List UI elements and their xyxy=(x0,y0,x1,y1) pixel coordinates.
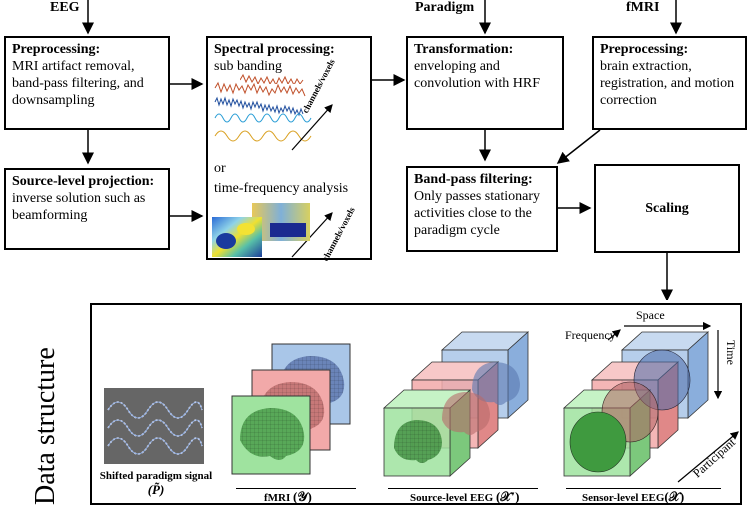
fmri-input-label: fMRI xyxy=(626,0,660,15)
fmri-preprocessing-text: brain extraction, registration, and moti… xyxy=(600,59,735,108)
source-projection-box: Source-level projection: inverse solutio… xyxy=(4,168,170,250)
axis-space-label: Space xyxy=(636,308,665,322)
source-eeg-cubes-image xyxy=(382,331,530,477)
scaling-title: Scaling xyxy=(645,201,689,216)
fmri-preprocessing-title: Preprocessing xyxy=(600,42,684,57)
eeg-preprocessing-text: MRI artifact removal, band-pass filterin… xyxy=(12,59,144,108)
paradigm-signal-label: Shifted paradigm signal (P̃) xyxy=(99,470,213,497)
bandpass-filtering-box: Band-pass filtering: Only passes station… xyxy=(406,166,558,252)
sensor-eeg-cubes-image xyxy=(562,331,710,477)
sensor-axes-arrows xyxy=(607,321,739,483)
bandpass-filtering-title: Band-pass filtering xyxy=(414,172,528,187)
source-projection-title: Source-level projection: xyxy=(12,174,155,189)
spectral-processing-title: Spectral processing xyxy=(214,42,331,57)
flow-arrows xyxy=(82,0,682,300)
source-projection-text: inverse solution such as beamforming xyxy=(12,191,146,223)
source-eeg-data-label: Source-level EEG (𝒳′) xyxy=(388,488,538,505)
spectral-tf-text: time-frequency analysis xyxy=(214,181,349,196)
transformation-title: Transformation xyxy=(414,42,509,57)
eeg-preprocessing-box: Preprocessing: MRI artifact removal, ban… xyxy=(4,36,170,130)
spectral-subbanding-text: sub banding xyxy=(214,59,283,74)
channel-axis-arrows xyxy=(291,104,333,258)
scaling-box: Scaling xyxy=(594,164,740,253)
time-frequency-maps-image xyxy=(212,203,310,257)
eeg-preprocessing-title: Preprocessing xyxy=(12,42,96,57)
bandpass-filtering-text: Only passes stationary activities close … xyxy=(414,189,540,238)
fmri-data-label: fMRI (𝒴) xyxy=(236,488,356,505)
transformation-text: enveloping and convolution with HRF xyxy=(414,59,541,91)
transformation-box: Transformation: enveloping and convoluti… xyxy=(406,36,564,130)
fmri-preprocessing-box: Preprocessing: brain extraction, registr… xyxy=(592,36,747,130)
paradigm-input-label: Paradigm xyxy=(415,0,475,15)
spectral-or-text: or xyxy=(214,161,226,176)
eeg-input-label: EEG xyxy=(50,0,80,15)
data-structure-title: Data structure xyxy=(30,347,61,505)
paradigm-signal-image xyxy=(104,388,204,464)
subband-waveforms-image xyxy=(213,78,313,150)
axis-frequency-label: Frequency xyxy=(565,328,616,342)
subband-waveforms-back xyxy=(240,73,304,84)
axis-time-label: Time xyxy=(724,340,738,365)
sensor-eeg-data-label: Sensor-level EEG(𝒳) xyxy=(566,488,721,505)
fmri-slices-image xyxy=(231,343,351,475)
data-structure-panel xyxy=(90,303,742,505)
